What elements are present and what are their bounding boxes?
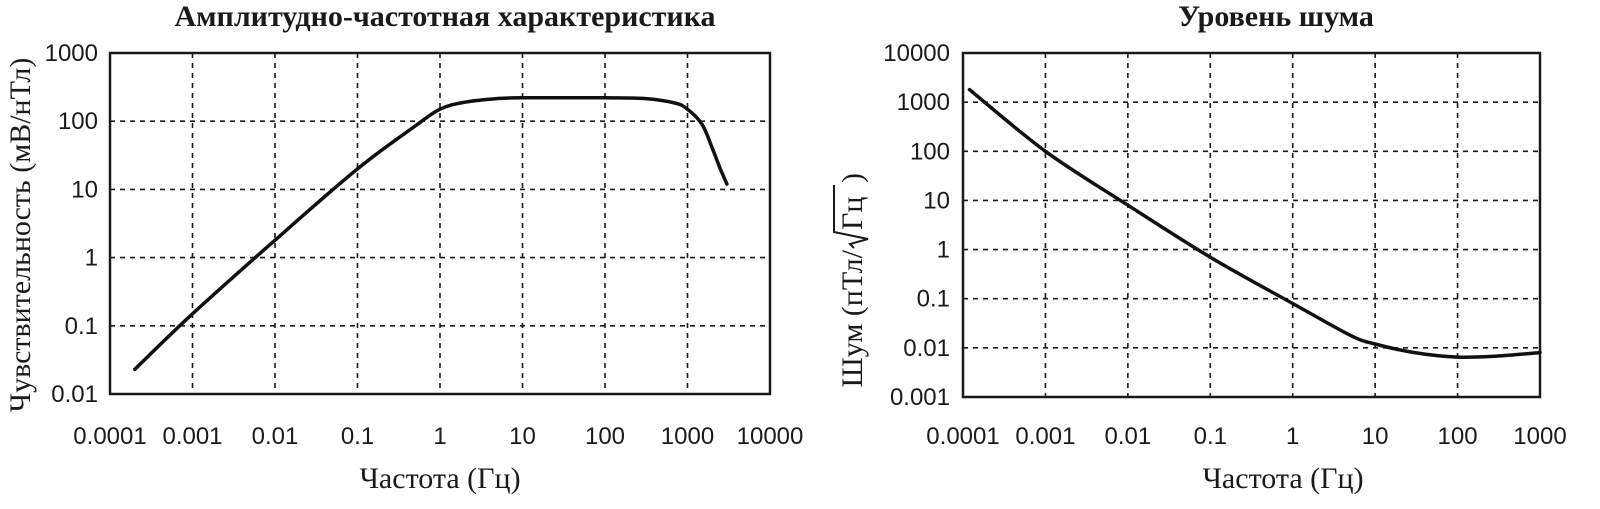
- y-tick-labels: 0.01 0.1 1 10 100 1000: [45, 40, 98, 408]
- y-axis-label: Шум (пТл/ Гц ): [833, 173, 869, 388]
- x-tick-label: 0.001: [1015, 423, 1075, 450]
- x-axis-label: Частота (Гц): [1202, 462, 1363, 495]
- plot-frame: [961, 51, 1542, 399]
- y-tick-label: 100: [910, 138, 950, 165]
- x-tick-label: 0.1: [341, 423, 374, 450]
- x-tick-label: 10000: [737, 423, 804, 450]
- y-axis-label-suffix: ): [836, 173, 869, 183]
- x-tick-label: 10: [1362, 423, 1389, 450]
- x-tick-label: 0.001: [162, 423, 222, 450]
- sensitivity-line: [133, 96, 729, 372]
- y-axis-label-prefix: Шум (пТл/: [836, 249, 869, 387]
- y-tick-label: 0.01: [903, 335, 950, 362]
- y-tick-label: 1000: [897, 89, 950, 116]
- grid: [963, 53, 1540, 397]
- x-tick-label: 0.0001: [73, 423, 146, 450]
- x-tick-label: 1000: [661, 423, 714, 450]
- x-tick-label: 1000: [1513, 423, 1566, 450]
- x-tick-label: 1: [1286, 423, 1299, 450]
- y-tick-label: 100: [58, 108, 98, 135]
- y-tick-label: 1: [85, 245, 98, 272]
- y-tick-label: 1: [937, 237, 950, 264]
- noise-line: [967, 87, 1542, 360]
- y-axis-label-radicand: Гц: [836, 197, 869, 230]
- chart-title: Уровень шума: [1178, 0, 1374, 33]
- y-axis-label: Чувствительность (мВ/нТл): [4, 58, 37, 413]
- x-tick-label: 0.01: [1104, 423, 1151, 450]
- x-tick-labels: 0.0001 0.001 0.01 0.1 1 10 100 1000 10000: [73, 423, 803, 450]
- y-tick-label: 0.1: [917, 286, 950, 313]
- y-tick-label: 10: [923, 187, 950, 214]
- grid: [110, 53, 770, 394]
- x-tick-label: 100: [585, 423, 625, 450]
- chart-title: Амплитудно-частотная характеристика: [174, 0, 715, 33]
- x-tick-label: 100: [1438, 423, 1478, 450]
- y-tick-label: 10000: [883, 40, 950, 67]
- x-tick-labels: 0.0001 0.001 0.01 0.1 1 10 100 1000: [926, 423, 1566, 450]
- noise-level-chart: Уровень шума 0.0010.010.1110100100010000…: [833, 0, 1567, 495]
- y-tick-label: 0.001: [890, 384, 950, 411]
- y-tick-label: 0.1: [65, 313, 98, 340]
- sqrt-sign-icon: [833, 185, 869, 249]
- x-axis-label: Частота (Гц): [359, 462, 520, 495]
- y-tick-labels: 0.001 0.01 0.1 1 10 100 1000 10000: [883, 40, 950, 411]
- y-tick-label: 1000: [45, 40, 98, 67]
- frequency-response-chart: Амплитудно-частотная характеристика 0.01…: [4, 0, 803, 495]
- x-tick-label: 10: [509, 423, 536, 450]
- x-tick-label: 0.01: [252, 423, 299, 450]
- x-tick-label: 1: [433, 423, 446, 450]
- y-tick-label: 10: [71, 176, 98, 203]
- x-tick-label: 0.0001: [926, 423, 999, 450]
- x-tick-label: 0.1: [1194, 423, 1227, 450]
- y-tick-label: 0.01: [51, 381, 98, 408]
- plot-frame: [108, 51, 772, 396]
